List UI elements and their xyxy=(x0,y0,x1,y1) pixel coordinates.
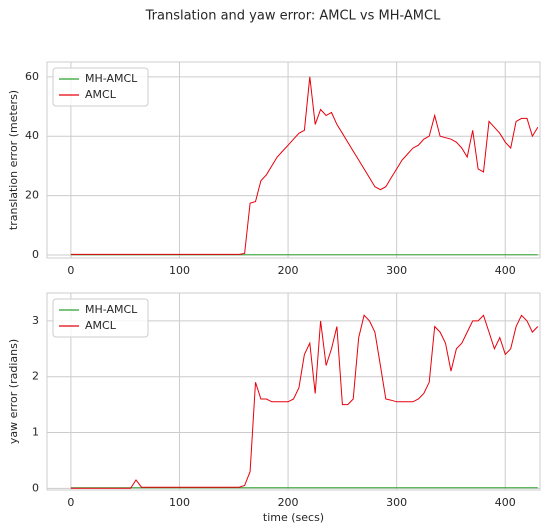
x-axis-label: time (secs) xyxy=(263,511,324,524)
axes-frame xyxy=(46,61,541,259)
legend-label: MH-AMCL xyxy=(85,72,138,85)
y-tick-label: 40 xyxy=(25,129,39,142)
x-tick-label: 200 xyxy=(278,264,299,277)
x-tick-label: 0 xyxy=(67,264,74,277)
y-tick-label: 0 xyxy=(32,248,39,261)
y-tick-label: 1 xyxy=(32,426,39,439)
series-line xyxy=(70,76,539,255)
legend-box xyxy=(52,67,149,107)
y-tick-label: 20 xyxy=(25,189,39,202)
legend-label: MH-AMCL xyxy=(85,303,138,316)
legend-box xyxy=(52,298,149,338)
x-tick-label: 400 xyxy=(495,496,516,509)
y-tick-label: 0 xyxy=(32,481,39,494)
x-tick-label: 0 xyxy=(67,496,74,509)
y-tick-label: 2 xyxy=(32,370,39,383)
legend-label: AMCL xyxy=(85,88,117,101)
x-tick-label: 400 xyxy=(495,264,516,277)
x-tick-label: 300 xyxy=(386,496,407,509)
y-tick-label: 3 xyxy=(32,314,39,327)
series-line xyxy=(70,314,539,489)
x-tick-label: 100 xyxy=(169,264,190,277)
legend-label: AMCL xyxy=(85,319,117,332)
figure-title: Translation and yaw error: AMCL vs MH-AM… xyxy=(145,9,441,24)
x-tick-label: 200 xyxy=(278,496,299,509)
y-tick-label: 60 xyxy=(25,70,39,83)
x-tick-label: 100 xyxy=(169,496,190,509)
y-axis-label: translation error (meters) xyxy=(7,90,20,230)
x-tick-label: 300 xyxy=(386,264,407,277)
y-axis-label: yaw error (radians) xyxy=(7,339,20,444)
axes-frame xyxy=(46,292,541,491)
